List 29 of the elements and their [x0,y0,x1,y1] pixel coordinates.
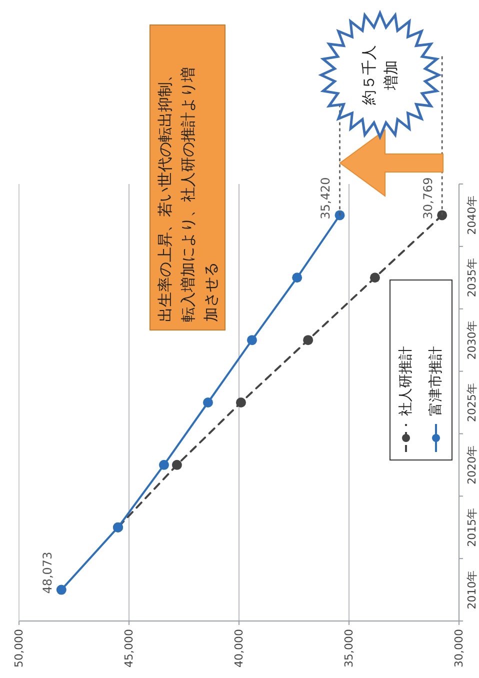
y-tick-label: 2010年 [466,570,478,610]
data-label: 48,073 [40,552,54,594]
y-tick-label: 2030年 [466,320,478,360]
text: 約５千人増加 [360,45,400,105]
y-tick-label: 2025年 [466,383,478,422]
point [236,398,246,408]
y-tick-label: 2015年 [466,508,478,547]
point [158,460,169,470]
data-label: 35,420 [318,177,333,220]
point [56,584,66,595]
y-tick-label: 2035年 [466,258,478,298]
x-tick-label: 45,000 [122,629,136,668]
x-tick-label: 30,000 [452,629,466,668]
point [202,398,213,408]
point [334,210,345,220]
point [370,272,380,283]
point [303,335,314,346]
y-tick-label: 2020年 [466,445,478,484]
x-tick-label: 40,000 [232,629,246,668]
point [172,460,182,470]
legend: 社人研推計 富津市推計 [390,280,452,460]
y-tick-label: 2040年 [466,196,478,235]
data-label: 30,769 [421,177,436,220]
annotation: 出生率の上昇、若い世代の転出抑制、転入増加により、社人研の推計より増加させる [156,67,220,322]
point [246,335,257,346]
x-tick-label: 35,000 [342,629,356,668]
point [437,210,448,220]
point [292,272,302,283]
x-tick-label: 50,000 [12,629,26,668]
